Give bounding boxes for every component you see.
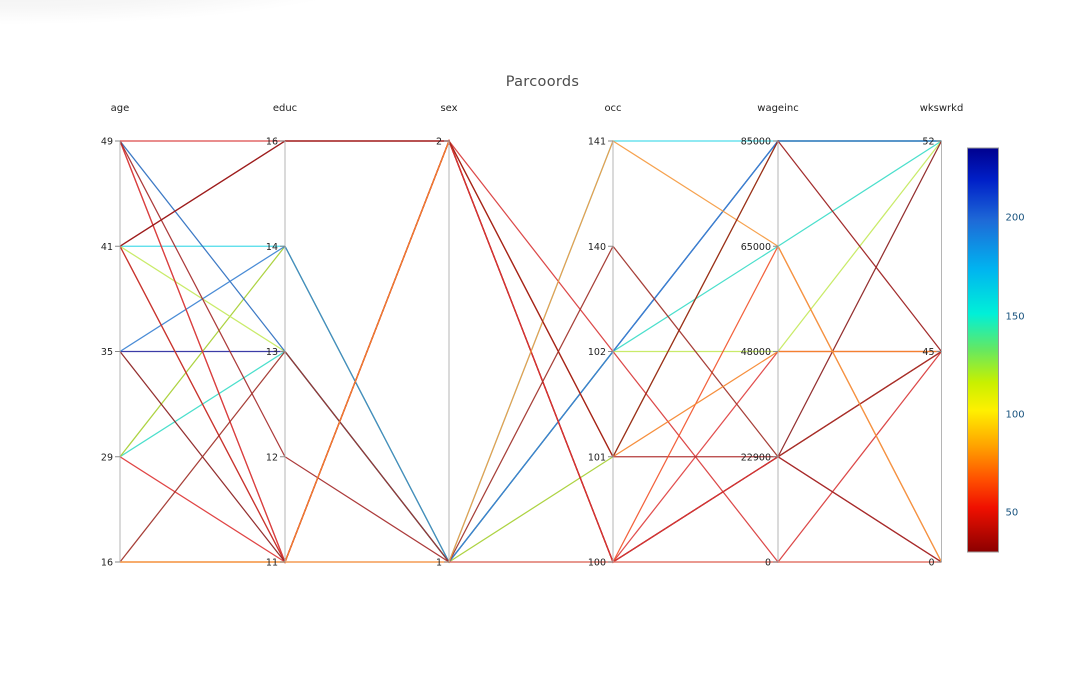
tick-label-wageinc-85000: 85000 xyxy=(741,137,771,148)
axis-wageinc: wageinc 85000 65000 48000 22900 0 xyxy=(741,103,799,569)
tick-label-age-41: 41 xyxy=(101,242,113,253)
colorbar: 200 150 100 50 xyxy=(967,147,1025,553)
axis-occ: occ 141 140 102 101 100 xyxy=(588,103,622,569)
tick-label-wageinc-65000: 65000 xyxy=(741,242,771,253)
tick-label-sex-1: 1 xyxy=(436,558,442,569)
tick-label-educ-13: 13 xyxy=(266,347,278,358)
tick-label-wkswrkd-52: 52 xyxy=(922,137,934,148)
tick-label-wkswrkd-45: 45 xyxy=(922,347,934,358)
axis-title-educ: educ xyxy=(273,103,297,114)
axis-wkswrkd: wkswrkd 52 45 0 xyxy=(920,103,964,569)
tick-label-wageinc-0: 0 xyxy=(765,558,771,569)
tick-label-age-49: 49 xyxy=(101,137,113,148)
tick-label-educ-16: 16 xyxy=(266,137,278,148)
axes-layer: age 49 41 35 29 16 educ 16 14 13 12 11 sex 2 1 occ 141 14… xyxy=(101,103,963,569)
data-line-6[interactable] xyxy=(119,140,942,564)
tick-label-educ-12: 12 xyxy=(266,452,278,463)
colorbar-label-100: 100 xyxy=(1006,409,1025,420)
axis-age: age 49 41 35 29 16 xyxy=(101,103,129,569)
chart-title: Parcoords xyxy=(505,74,580,90)
tick-label-age-29: 29 xyxy=(101,452,113,463)
axis-title-occ: occ xyxy=(604,103,621,114)
axis-title-wkswrkd: wkswrkd xyxy=(920,103,964,114)
colorbar-label-150: 150 xyxy=(1006,312,1025,323)
colorbar-label-200: 200 xyxy=(1006,213,1025,224)
data-line-20[interactable] xyxy=(119,139,942,459)
tick-label-wageinc-22900: 22900 xyxy=(741,452,771,463)
tick-label-occ-141: 141 xyxy=(588,137,606,148)
data-lines-layer xyxy=(119,139,943,564)
axis-sex: sex 2 1 xyxy=(436,103,458,569)
axis-title-sex: sex xyxy=(440,103,457,114)
data-line-7[interactable] xyxy=(120,140,942,564)
data-line-19[interactable] xyxy=(120,140,943,563)
colorbar-label-50: 50 xyxy=(1006,508,1019,519)
tick-label-educ-14: 14 xyxy=(266,242,278,253)
axis-title-wageinc: wageinc xyxy=(757,103,798,114)
tick-label-occ-101: 101 xyxy=(588,452,606,463)
axis-title-age: age xyxy=(111,103,130,114)
tick-label-wageinc-48000: 48000 xyxy=(741,347,771,358)
tick-label-educ-11: 11 xyxy=(266,558,278,569)
data-line-17[interactable] xyxy=(119,245,942,564)
tick-label-occ-100: 100 xyxy=(588,558,606,569)
colorbar-gradient xyxy=(967,147,999,553)
tick-label-age-16: 16 xyxy=(101,558,113,569)
tick-label-wkswrkd-0: 0 xyxy=(928,558,934,569)
tick-label-age-35: 35 xyxy=(101,347,113,358)
axis-educ: educ 16 14 13 12 11 xyxy=(266,103,297,569)
tick-label-occ-140: 140 xyxy=(588,242,606,253)
tick-label-sex-2: 2 xyxy=(436,137,442,148)
tick-label-occ-102: 102 xyxy=(588,347,606,358)
